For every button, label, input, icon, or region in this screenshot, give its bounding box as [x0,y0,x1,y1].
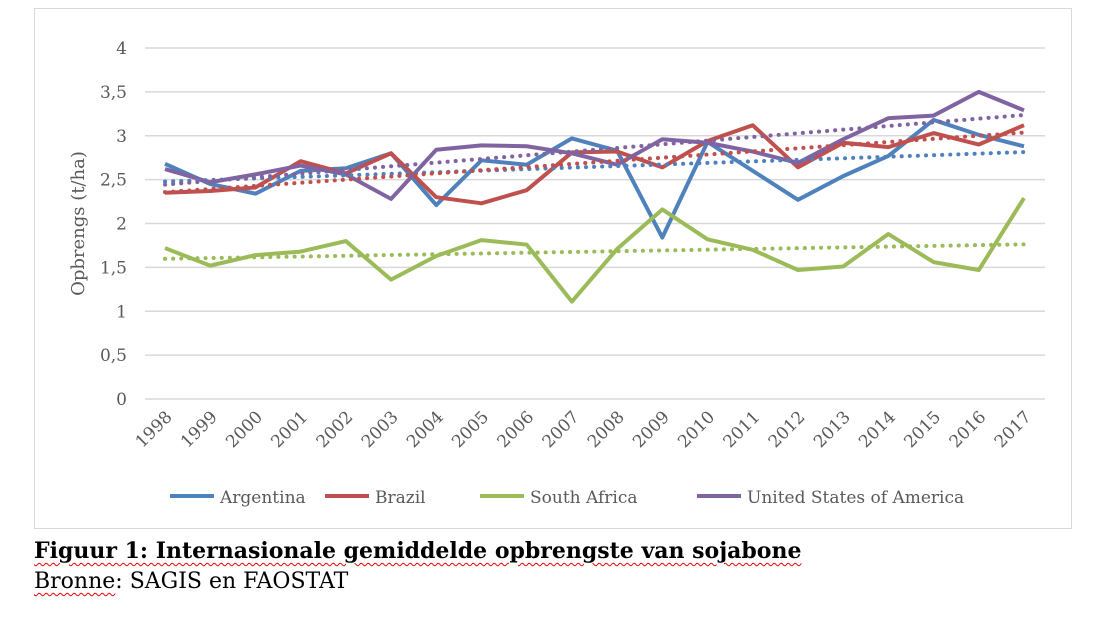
x-tick-label: 2006 [493,407,538,452]
y-tick-label: 3 [116,127,127,147]
x-tick-label: 2001 [267,407,312,452]
x-tick-label: 2017 [991,407,1036,452]
y-tick-label: 2,5 [100,171,127,191]
figure-source: Bronne: SAGIS en FAOSTAT [34,569,348,594]
series-line-brazil [164,123,1025,206]
figure-caption: Figuur 1: Internasionale gemiddelde opbr… [34,538,801,564]
series-line-united-states-of-america [164,89,1025,201]
figure-title: Figuur 1: Internasionale gemiddelde opbr… [34,538,802,564]
x-tick-label: 2015 [900,407,945,452]
y-tick-label: 1 [116,302,127,322]
x-tick-label: 2008 [584,407,629,452]
x-tick-label: 2000 [222,407,267,452]
x-tick-label: 2014 [855,407,900,452]
x-tick-label: 2013 [810,407,855,452]
series-line-argentina [164,117,1025,240]
legend-label: South Africa [530,488,638,508]
x-tick-label: 2007 [539,407,584,452]
x-tick-label: 2012 [765,407,810,452]
series-line-south-africa [164,196,1026,304]
trendline-brazil [163,130,1026,195]
x-tick-label: 2009 [629,407,674,452]
legend-label: Brazil [375,488,426,508]
legend-label: United States of America [747,488,964,508]
x-tick-label: 2016 [946,407,991,452]
y-tick-label: 3,5 [100,83,127,103]
x-tick-label: 2010 [674,407,719,452]
x-tick-label: 2011 [720,407,765,452]
y-tick-label: 0 [116,390,127,410]
x-tick-label: 1998 [132,407,177,452]
x-tick-label: 2005 [448,407,493,452]
trendline-south-africa [163,242,1026,261]
y-axis-label: Opbrengs (t/ha) [68,151,89,296]
x-tick-label: 2002 [313,407,358,452]
source-label: Bronne [34,569,116,594]
x-tick-label: 2003 [358,407,403,452]
trendline-united-states-of-america [163,112,1026,187]
y-tick-label: 4 [116,39,127,59]
x-tick-label: 1999 [177,407,222,452]
y-tick-label: 0,5 [100,346,127,366]
y-tick-label: 2 [116,215,127,235]
legend-label: Argentina [219,488,306,508]
trendline-argentina [163,150,1026,184]
x-tick-label: 2004 [403,407,448,452]
source-text: : SAGIS en FAOSTAT [115,569,349,594]
y-tick-label: 1,5 [100,258,127,278]
chart-area [34,8,1072,529]
